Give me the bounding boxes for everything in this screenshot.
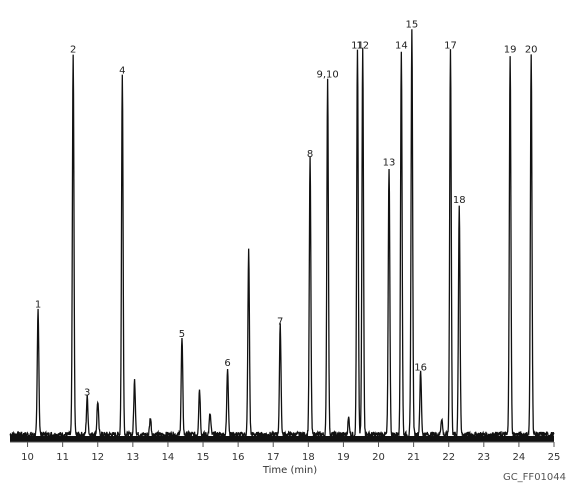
chromatogram-trace-layer: [9, 29, 555, 442]
x-tick-label: 16: [232, 452, 245, 463]
peak-label: 11: [351, 40, 364, 51]
x-tick-label: 14: [162, 452, 175, 463]
x-tick-label: 13: [126, 452, 139, 463]
peak-label: 19: [504, 45, 517, 56]
x-tick-label: 11: [56, 452, 69, 463]
peak-label: 2: [70, 45, 76, 56]
peak-label: 15: [405, 20, 418, 31]
peak-label: 20: [525, 45, 538, 56]
chromatogram-trace: [9, 29, 555, 440]
peak-label: 7: [277, 316, 283, 327]
x-tick-label: 10: [21, 452, 34, 463]
x-tick-label: 24: [513, 452, 526, 463]
x-tick-label: 17: [267, 452, 280, 463]
x-tick-label: 18: [302, 452, 315, 463]
peak-label: 14: [395, 40, 408, 51]
x-axis: 10 11 12 13 14 15 16 17 18 19 20 21 22 23 24 25: [10, 441, 561, 463]
peak-label: 13: [383, 157, 396, 168]
x-tick-label: 25: [548, 452, 561, 463]
peak-label: 4: [119, 66, 125, 77]
x-tick-label: 12: [91, 452, 104, 463]
x-tick-label: 19: [337, 452, 350, 463]
x-axis-title: Time (min): [262, 465, 317, 476]
x-tick-label: 22: [442, 452, 455, 463]
peak-label: 5: [179, 329, 185, 340]
peak-label: 9,10: [316, 70, 338, 81]
peak-label: 8: [307, 149, 313, 160]
peak-label: 18: [453, 195, 466, 206]
peak-label: 3: [84, 387, 90, 398]
baseline-band: [10, 436, 554, 442]
x-tick-label: 15: [197, 452, 210, 463]
x-tick-label: 21: [407, 452, 420, 463]
x-tick-label: 20: [372, 452, 385, 463]
peak-label: 12: [356, 40, 369, 51]
peak-label: 16: [414, 362, 427, 373]
peak-label: 1: [35, 300, 41, 311]
figure-code: GC_FF01044: [503, 472, 566, 483]
peak-label: 6: [224, 358, 230, 369]
peak-label: 17: [444, 40, 457, 51]
x-tick-label: 23: [477, 452, 490, 463]
